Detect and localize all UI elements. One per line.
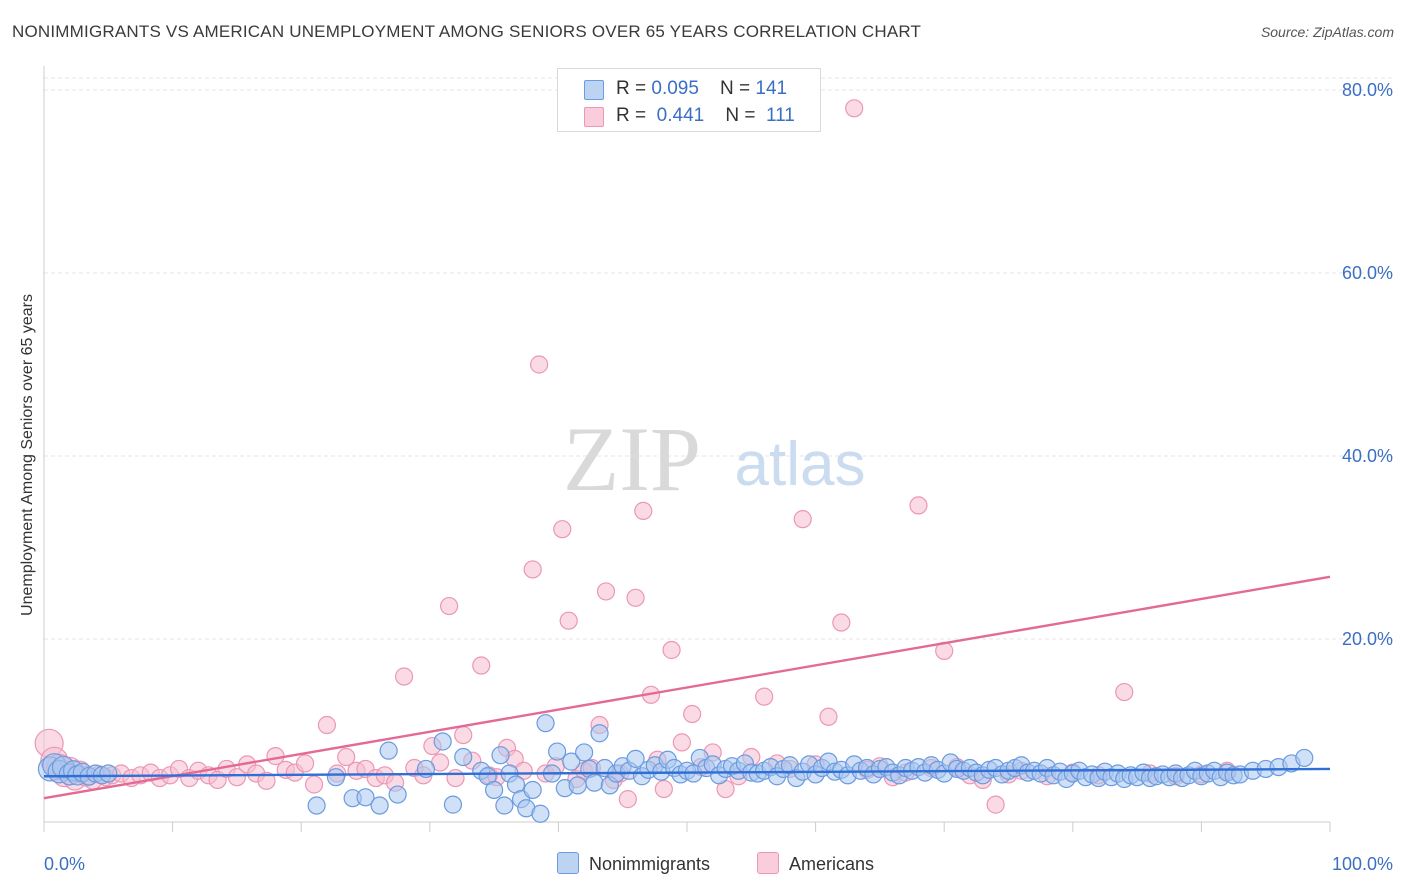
tick-labels: 20.0% 40.0% 60.0% 80.0% 0.0% 100.0%	[44, 80, 1393, 874]
point-americans	[1115, 682, 1134, 702]
y-tick-label: 20.0%	[1342, 629, 1393, 649]
bottom-legend-label: Americans	[789, 854, 875, 874]
point-nonimmigrants	[531, 804, 550, 823]
point-americans	[439, 596, 459, 616]
point-americans	[553, 520, 572, 539]
point-americans	[304, 775, 324, 794]
bottom-legend-swatch-pink	[757, 852, 779, 874]
trend-line-americans	[43, 575, 1331, 800]
point-americans	[909, 496, 928, 515]
point-americans	[530, 355, 549, 374]
point-nonimmigrants	[356, 788, 375, 807]
bottom-legend-label: Nonimmigrants	[589, 854, 711, 874]
correlation-legend: R = 0.095 N = 141 R = 0.441 N = 111	[557, 68, 821, 132]
point-americans	[819, 707, 838, 726]
legend-n-label: N =	[725, 105, 761, 126]
point-nonimmigrants	[1295, 748, 1314, 768]
point-americans	[295, 754, 315, 773]
x-tick-label-min: 0.0%	[44, 854, 85, 874]
point-nonimmigrants	[568, 776, 587, 795]
point-nonimmigrants	[379, 741, 398, 760]
legend-swatch-blue	[584, 80, 604, 100]
point-nonimmigrants	[433, 732, 452, 751]
point-americans	[832, 613, 851, 632]
point-nonimmigrants	[495, 796, 514, 815]
point-nonimmigrants	[307, 796, 326, 815]
chart-title: NONIMMIGRANTS VS AMERICAN UNEMPLOYMENT A…	[12, 22, 922, 41]
trend-lines	[43, 575, 1331, 800]
legend-text: R = 0.095 N = 141	[616, 78, 787, 100]
trend-line-nonimmigrants	[43, 767, 1331, 778]
chart-source: Source: ZipAtlas.com	[1260, 24, 1394, 40]
point-nonimmigrants	[523, 780, 542, 800]
point-americans	[596, 582, 616, 601]
point-americans	[986, 795, 1005, 814]
watermark-zip: ZIP	[563, 408, 701, 510]
point-nonimmigrants	[626, 749, 645, 768]
point-nonimmigrants	[590, 724, 609, 743]
legend-swatch-pink	[584, 107, 604, 127]
point-americans	[446, 768, 465, 788]
point-americans	[654, 779, 673, 799]
point-nonimmigrants	[491, 746, 510, 765]
point-americans	[793, 510, 812, 529]
point-americans	[559, 611, 578, 630]
bottom-legend-americans: Americans	[757, 852, 874, 875]
series-nonimmigrants	[37, 714, 1314, 823]
point-americans	[227, 768, 246, 787]
legend-r-label: R =	[616, 105, 652, 126]
bottom-legend-nonimmigrants: Nonimmigrants	[557, 852, 710, 875]
legend-n-value: 141	[755, 78, 788, 99]
legend-text: R = 0.441 N = 111	[616, 105, 795, 127]
point-americans	[454, 725, 473, 745]
point-nonimmigrants	[485, 780, 504, 800]
point-americans	[257, 771, 276, 790]
point-americans	[337, 747, 356, 767]
watermark: ZIP atlas	[563, 408, 865, 510]
point-americans	[394, 667, 414, 686]
y-tick-label: 60.0%	[1342, 263, 1393, 283]
y-tick-label: 80.0%	[1342, 80, 1393, 100]
legend-n-value: 111	[765, 105, 795, 126]
point-nonimmigrants	[388, 785, 407, 804]
watermark-atlas: atlas	[735, 430, 866, 499]
y-tick-label: 40.0%	[1342, 446, 1393, 466]
point-nonimmigrants	[370, 796, 389, 815]
point-nonimmigrants	[548, 742, 567, 761]
legend-r-value: 0.095	[651, 78, 699, 99]
point-nonimmigrants	[454, 747, 473, 767]
point-nonimmigrants	[575, 743, 594, 762]
point-nonimmigrants	[536, 714, 555, 733]
point-americans	[672, 733, 691, 752]
grid-lines	[44, 77, 1392, 640]
y-axis-label: Unemployment Among Seniors over 65 years	[19, 294, 36, 616]
legend-r-value: 0.441	[656, 105, 705, 126]
point-americans	[626, 588, 645, 607]
point-americans	[317, 715, 337, 735]
point-nonimmigrants	[326, 768, 346, 787]
point-americans	[472, 656, 491, 675]
point-nonimmigrants	[443, 795, 463, 814]
point-americans	[845, 99, 864, 118]
point-americans	[683, 704, 702, 724]
axes	[43, 66, 1331, 832]
x-tick-label-max: 100.0%	[1332, 854, 1393, 874]
bottom-legend-swatch-blue	[557, 852, 579, 874]
point-americans	[662, 640, 681, 660]
point-nonimmigrants	[562, 752, 581, 771]
legend-n-label: N =	[720, 78, 756, 99]
point-nonimmigrants	[585, 773, 604, 792]
point-americans	[755, 687, 774, 706]
legend-r-label: R =	[616, 78, 652, 99]
point-americans	[618, 790, 637, 809]
point-nonimmigrants	[99, 764, 118, 783]
point-americans	[634, 501, 653, 520]
point-americans	[523, 560, 542, 579]
